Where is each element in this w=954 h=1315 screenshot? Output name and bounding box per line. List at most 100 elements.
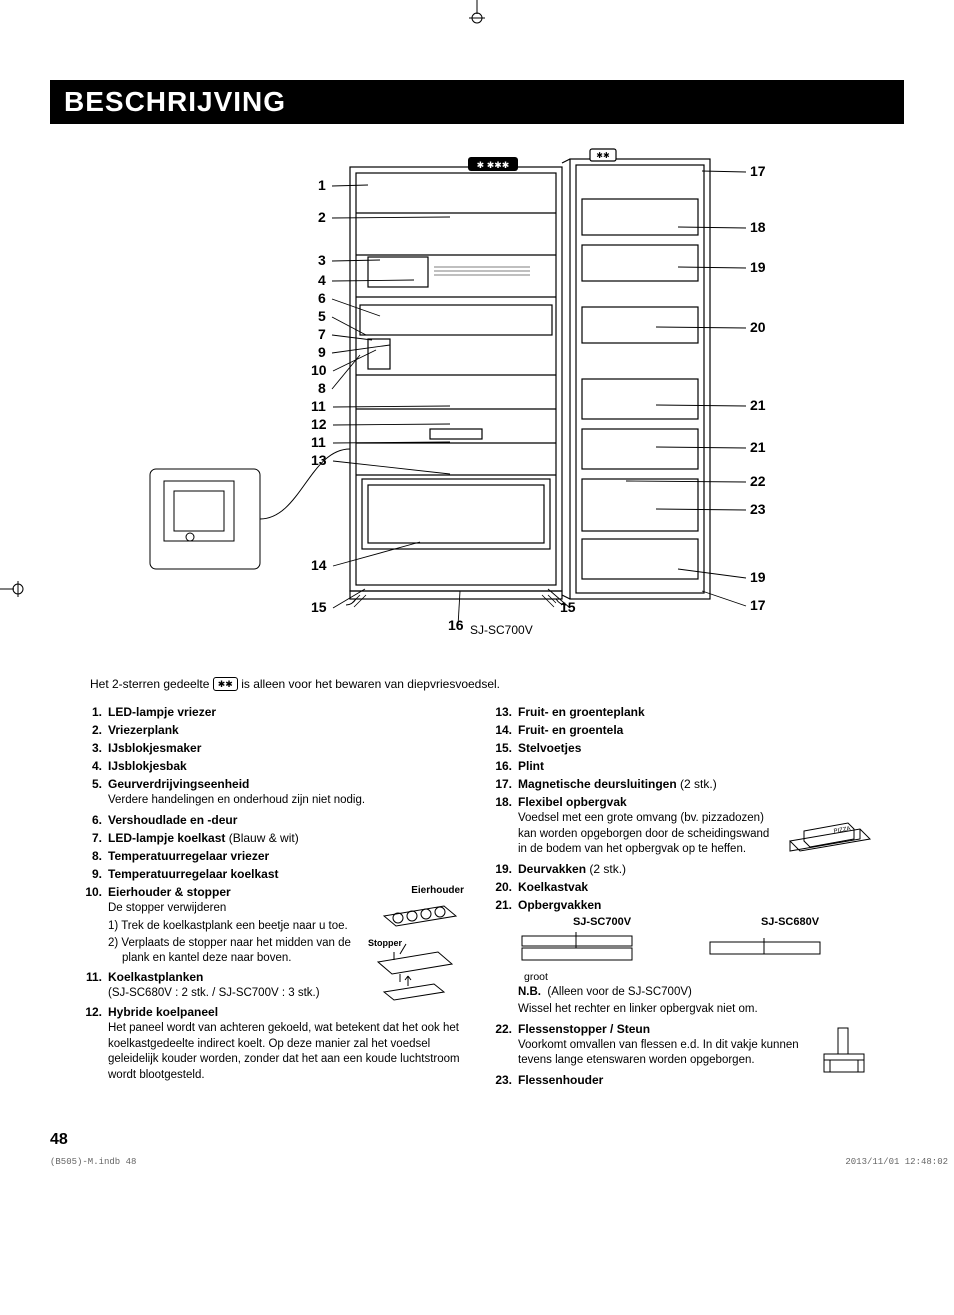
callout-number: 19 [750, 569, 766, 585]
item-label: Stelvoetjes [518, 741, 581, 755]
crop-mark-left [0, 569, 24, 609]
item-number: 16. [490, 759, 512, 773]
item-number: 3. [80, 741, 102, 755]
model-name: SJ-SC700V [518, 916, 686, 928]
callout-number: 14 [311, 557, 327, 573]
item-label: IJsblokjesmaker [108, 741, 201, 755]
item-number: 12. [80, 1005, 102, 1019]
callout-number: 8 [318, 380, 326, 396]
item-label: Temperatuurregelaar koelkast [108, 867, 279, 881]
parts-item: 14. Fruit- en groentela [490, 723, 874, 737]
section-title: BESCHRIJVING [50, 80, 904, 124]
callout-number: 21 [750, 397, 766, 413]
item-label: Opbergvakken [518, 898, 601, 912]
callout-number: 18 [750, 219, 766, 235]
callout-number: 20 [750, 319, 766, 335]
parts-item: 5.GeurverdrijvingseenheidVerdere handeli… [80, 777, 464, 809]
callout-number: 13 [311, 452, 327, 468]
parts-item: 23. Flessenhouder [490, 1073, 874, 1087]
item-label: Vriezerplank [108, 723, 179, 737]
item-label: LED-lampje vriezer [108, 705, 216, 719]
item-number: 2. [80, 723, 102, 737]
callout-number: 1 [318, 177, 326, 193]
callout-number: 3 [318, 252, 326, 268]
shelf-caption: groot [518, 971, 874, 983]
item-suffix: (2 stk.) [586, 862, 626, 876]
item-number: 6. [80, 813, 102, 827]
item-number: 14. [490, 723, 512, 737]
parts-col-right: 13.Fruit- en groenteplank 14. Fruit- en gr… [490, 705, 874, 1091]
parts-item: 3. IJsblokjesmaker [80, 741, 464, 755]
callout-number: 6 [318, 290, 326, 306]
model-name: SJ-SC680V [706, 916, 874, 928]
item-label: Plint [518, 759, 544, 773]
parts-item: 7.LED-lampje koelkast (Blauw & wit) [80, 831, 464, 845]
parts-item: 21. Opbergvakken SJ-SC700V SJ-SC680V groo… [490, 898, 874, 1018]
item-label: Vershoudlade en -deur [108, 813, 237, 827]
fridge-svg: ✱✱ ✱ ✱✱✱ [50, 139, 904, 639]
callout-number: 19 [750, 259, 766, 275]
item-number: 19. [490, 862, 512, 876]
parts-item: 19. Deurvakken (2 stk.) [490, 862, 874, 876]
callout-number: 12 [311, 416, 327, 432]
callout-number: 16 [448, 617, 464, 633]
print-file: (B505)-M.indb 48 [50, 1157, 136, 1167]
callout-number: 2 [318, 209, 326, 225]
parts-item: 15. Stelvoetjes [490, 741, 874, 755]
parts-item: 11.Koelkastplanken(SJ-SC680V : 2 stk. / … [80, 970, 464, 1002]
fig-label-eierhouder: Eierhouder [364, 885, 464, 896]
pizza-figure: PIZZA [784, 795, 874, 868]
callout-number: 23 [750, 501, 766, 517]
model-caption: SJ-SC700V [470, 623, 533, 637]
item-nb: N.B. (Alleen voor de SJ-SC700V) [518, 985, 874, 1001]
item-label: Flessenstopper / Steun [518, 1022, 650, 1036]
item-label: Fruit- en groentela [518, 723, 623, 737]
item-nb-sub: Wissel het rechter en linker opbergvak n… [518, 1002, 874, 1018]
item-number: 23. [490, 1073, 512, 1087]
parts-col-left: 1. LED-lampje vriezer 2. Vriezerplank 3. IJsb… [80, 705, 464, 1091]
item-number: 5. [80, 777, 102, 791]
parts-item: 13.Fruit- en groenteplank [490, 705, 874, 719]
item-subtext: Het paneel wordt van achteren gekoeld, w… [108, 1021, 464, 1083]
parts-item: 6. Vershoudlade en -deur [80, 813, 464, 827]
item-number: 10. [80, 885, 102, 899]
item-number: 11. [80, 970, 102, 984]
item-number: 13. [490, 705, 512, 719]
item-number: 17. [490, 777, 512, 791]
callout-number: 11 [311, 398, 326, 414]
two-star-icon: ✱✱ [213, 677, 238, 691]
callout-number: 4 [318, 272, 326, 288]
crop-mark-top [457, 0, 497, 24]
item-number: 1. [80, 705, 102, 719]
parts-item: 1. LED-lampje vriezer [80, 705, 464, 719]
callout-number: 15 [311, 599, 327, 615]
callout-number: 7 [318, 326, 326, 342]
item-number: 4. [80, 759, 102, 773]
item-number: 9. [80, 867, 102, 881]
parts-item: 2. Vriezerplank [80, 723, 464, 737]
parts-item: 10. Eierhouder Stopper Eierhouder & stop… [80, 885, 464, 966]
parts-columns: 1. LED-lampje vriezer 2. Vriezerplank 3. IJsb… [50, 705, 904, 1091]
item-number: 15. [490, 741, 512, 755]
item-label: Hybride koelpaneel [108, 1005, 218, 1019]
two-star-note: Het 2-sterren gedeelte ✱✱ is alleen voor… [90, 677, 904, 691]
item-number: 7. [80, 831, 102, 845]
item-label: Deurvakken [518, 862, 586, 876]
callout-number: 17 [750, 163, 766, 179]
parts-item: 22. Flessenstopper / SteunVoorkomt omval… [490, 1022, 874, 1069]
parts-item: 12. Hybride koelpaneel Het paneel wordt va… [80, 1005, 464, 1083]
item-label: Koelkastplanken [108, 970, 203, 984]
callout-number: 10 [311, 362, 327, 378]
item-number: 21. [490, 898, 512, 912]
parts-item: 18. PIZZA Flexibel opbergvakVoedsel met … [490, 795, 874, 858]
svg-text:PIZZA: PIZZA [833, 826, 851, 835]
item-label: IJsblokjesbak [108, 759, 187, 773]
parts-item: 16. Plint [490, 759, 874, 773]
item-label: Flessenhouder [518, 1073, 603, 1087]
parts-item: 8.Temperatuurregelaar vriezer [80, 849, 464, 863]
parts-item: 4. IJsblokjesbak [80, 759, 464, 773]
callout-number: 5 [318, 308, 326, 324]
item-subtext: Verdere handelingen en onderhoud zijn ni… [108, 793, 464, 809]
shelf-figures [518, 930, 874, 969]
model-row: SJ-SC700V SJ-SC680V [518, 916, 874, 928]
